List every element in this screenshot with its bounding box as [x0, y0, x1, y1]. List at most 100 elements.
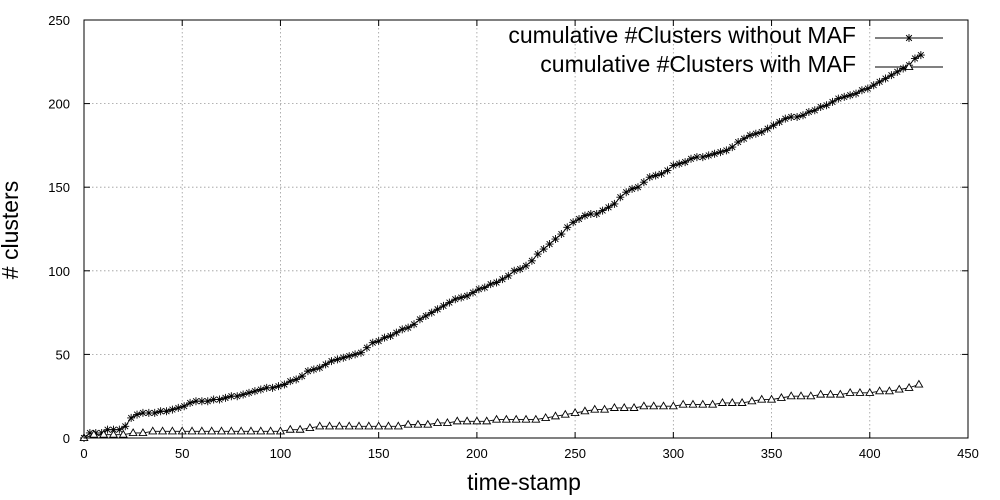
data-point-triangle [845, 387, 855, 396]
data-point-asterisk [121, 422, 130, 431]
data-point-asterisk [857, 86, 866, 95]
data-point-triangle [599, 404, 610, 413]
data-point-asterisk [91, 428, 100, 437]
data-point-triangle [688, 399, 698, 408]
data-point-asterisk [810, 106, 819, 115]
data-point-triangle [99, 429, 109, 438]
data-point-triangle [825, 389, 836, 398]
data-point-asterisk [186, 398, 195, 407]
data-point-triangle [786, 391, 796, 400]
data-point-triangle [108, 429, 119, 438]
data-point-asterisk [233, 392, 242, 401]
data-point-asterisk [675, 159, 684, 168]
data-point-triangle [619, 403, 629, 411]
data-point-asterisk [351, 350, 360, 359]
data-point-asterisk [516, 265, 525, 274]
data-point-asterisk [734, 138, 743, 147]
data-point-asterisk [710, 149, 719, 158]
data-point-triangle [747, 396, 757, 405]
data-point-triangle [403, 419, 413, 428]
data-point-asterisk [268, 383, 277, 392]
data-point-asterisk [439, 301, 448, 310]
data-point-asterisk [398, 325, 407, 334]
data-point-triangle [305, 423, 315, 432]
data-point-triangle [639, 401, 649, 410]
data-point-asterisk [899, 64, 908, 73]
data-point-asterisk [628, 184, 637, 193]
data-point-asterisk [321, 360, 330, 369]
data-point-asterisk [722, 146, 731, 155]
data-point-asterisk [339, 353, 348, 362]
data-point-asterisk [103, 425, 112, 434]
data-point-triangle [580, 406, 590, 415]
data-point-triangle [501, 414, 511, 423]
data-point-asterisk [840, 92, 849, 101]
data-point-triangle [207, 426, 217, 435]
data-point-asterisk [303, 367, 312, 376]
data-point-asterisk [239, 390, 248, 399]
data-point-asterisk [356, 348, 365, 357]
x-tick-label: 450 [957, 446, 979, 461]
data-point-asterisk [315, 363, 324, 372]
data-point-asterisk [598, 206, 607, 215]
data-point-asterisk [168, 405, 177, 414]
data-point-asterisk [586, 209, 595, 218]
data-point-triangle [393, 421, 403, 430]
data-point-triangle [658, 401, 669, 410]
data-point-asterisk [392, 328, 401, 337]
data-point-asterisk [380, 333, 389, 342]
data-point-asterisk [138, 408, 147, 417]
data-point-triangle [89, 429, 99, 438]
data-point-triangle [649, 401, 659, 410]
x-tick-label: 300 [662, 446, 684, 461]
data-point-triangle [315, 421, 325, 430]
data-point-asterisk [109, 425, 118, 434]
data-point-asterisk [580, 211, 589, 220]
data-point-triangle [796, 391, 806, 400]
data-point-asterisk [622, 188, 631, 197]
data-point-asterisk [692, 153, 701, 162]
data-point-asterisk [362, 343, 371, 352]
axis-ticks: 0 50 100 150 200 250 300 350 400 450 0 50 100 150 200 2… [48, 13, 979, 461]
data-point-triangle [560, 409, 570, 418]
data-point-asterisk [610, 199, 619, 208]
data-point-triangle [482, 416, 492, 425]
data-point-triangle [433, 418, 443, 427]
data-point-asterisk [127, 413, 136, 422]
data-point-asterisk [863, 84, 872, 93]
data-point-asterisk [492, 278, 501, 287]
data-point-asterisk [563, 223, 572, 232]
legend-marker-triangle [904, 62, 914, 71]
data-point-asterisk [498, 275, 507, 284]
x-tick-label: 250 [564, 446, 586, 461]
data-point-triangle [413, 419, 423, 428]
data-point-asterisk [309, 365, 318, 374]
data-point-triangle [266, 426, 276, 435]
data-point-asterisk [427, 308, 436, 317]
data-point-asterisk [298, 372, 307, 381]
data-point-triangle [216, 426, 227, 435]
data-point-triangle [590, 404, 600, 413]
data-point-asterisk [457, 293, 466, 302]
data-point-triangle [423, 419, 433, 428]
data-point-asterisk [463, 291, 472, 300]
data-point-asterisk [687, 154, 696, 163]
data-point-triangle [914, 379, 924, 388]
data-point-triangle [668, 401, 678, 410]
data-point-triangle [128, 428, 138, 437]
data-point-asterisk [262, 383, 271, 392]
data-point-asterisk [85, 428, 94, 437]
data-point-asterisk [374, 337, 383, 346]
data-point-asterisk [604, 203, 613, 212]
data-point-triangle [472, 416, 482, 425]
data-point-asterisk [386, 332, 395, 341]
data-point-asterisk [197, 397, 206, 406]
data-point-asterisk [480, 283, 489, 292]
x-tick-label: 50 [175, 446, 189, 461]
data-point-triangle [855, 387, 865, 396]
data-point-asterisk [156, 407, 165, 416]
data-point-asterisk [415, 315, 424, 324]
data-point-triangle [374, 421, 384, 430]
x-tick-label: 350 [761, 446, 783, 461]
data-point-asterisk [274, 382, 283, 391]
